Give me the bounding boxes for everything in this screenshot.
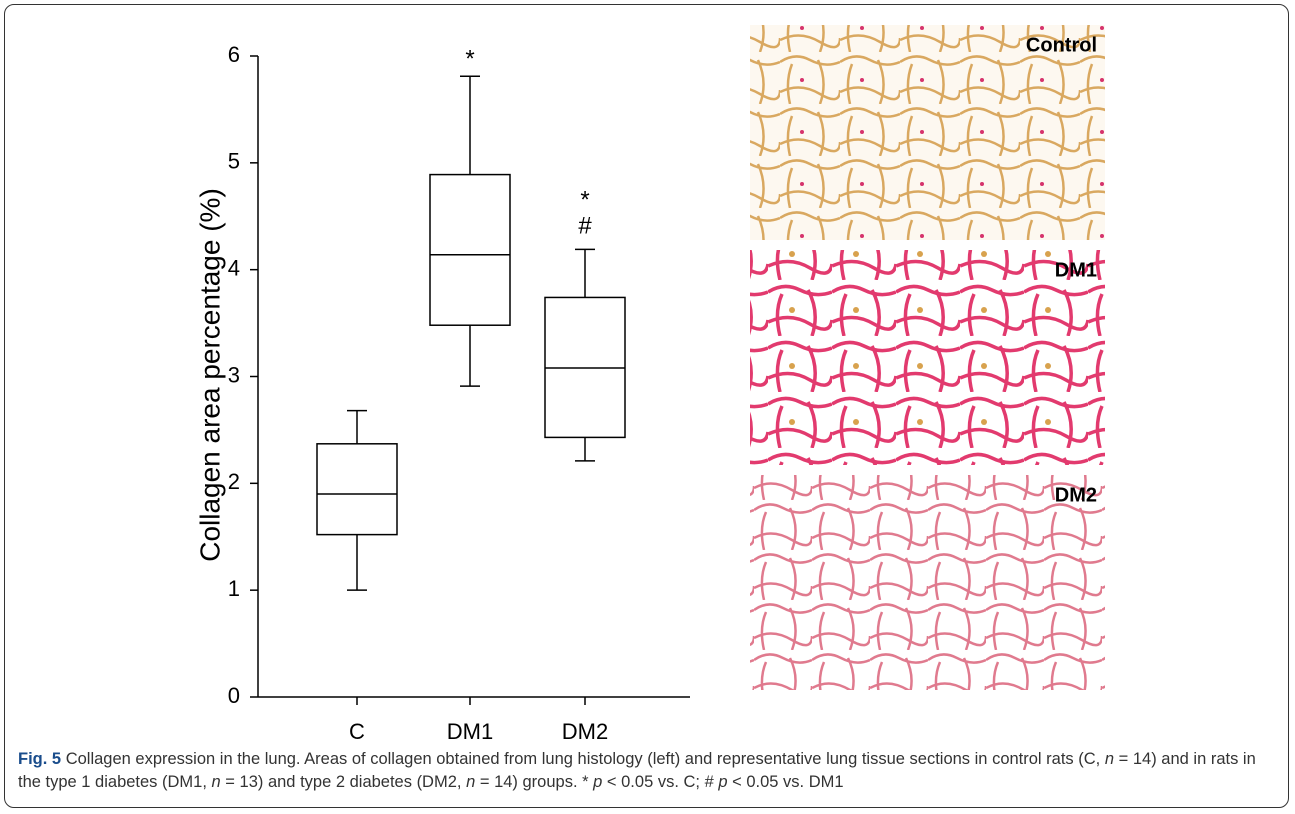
histology-image: [750, 250, 1105, 465]
y-tick-label: 2: [228, 469, 240, 494]
caption-text: = 14) and in rats in the type 1 diabetes…: [18, 750, 1256, 791]
caption-text: = 13) and type 2 diabetes (DM2,: [220, 773, 467, 791]
y-axis-label: Collagen area percentage (%): [194, 188, 225, 562]
histology-image: [750, 475, 1105, 690]
caption-text: = 14) groups. *: [475, 773, 594, 791]
caption-text: n: [1104, 750, 1115, 768]
caption-text: n: [211, 773, 221, 791]
y-tick-label: 4: [228, 255, 240, 280]
caption-text: < 0.05 vs. DM1: [727, 773, 844, 791]
x-tick-label: DM2: [562, 719, 608, 744]
box: [429, 173, 511, 326]
panel-label: DM2: [1055, 484, 1097, 506]
box: [316, 443, 398, 536]
significance-marker: *: [465, 46, 474, 73]
y-tick-label: 0: [228, 683, 240, 708]
frame: [4, 4, 1289, 808]
chart: Control DM1 DM2 Collagen area percentage…: [194, 25, 1105, 744]
y-tick-label: 6: [228, 42, 240, 67]
caption-text: p: [718, 773, 728, 791]
caption: Fig. 5 Collagen expression in the lung. …: [18, 748, 1280, 794]
y-tick-label: 5: [228, 149, 240, 174]
histology-image: [750, 25, 1105, 240]
panel-label: DM1: [1055, 259, 1097, 281]
y-tick-label: 3: [228, 362, 240, 387]
caption-label: Fig. 5: [18, 750, 62, 768]
caption-text: p: [593, 773, 603, 791]
x-tick-label: C: [349, 719, 365, 744]
y-tick-label: 1: [228, 576, 240, 601]
panel-label: Control: [1026, 34, 1097, 56]
x-tick-label: DM1: [447, 719, 493, 744]
caption-text: < 0.05 vs. C; #: [602, 773, 719, 791]
significance-marker: #: [578, 213, 592, 240]
caption-text: n: [466, 773, 476, 791]
significance-marker: *: [580, 187, 589, 214]
caption-text: Collagen expression in the lung. Areas o…: [65, 750, 1105, 768]
